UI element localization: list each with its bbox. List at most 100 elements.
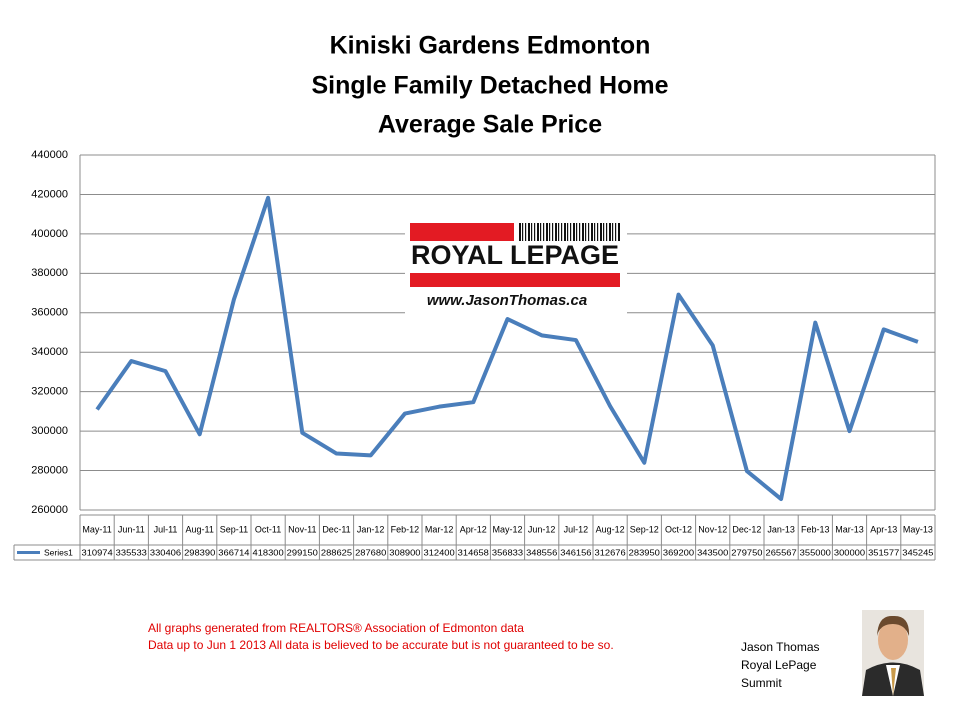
- x-tick-label: Feb-13: [801, 524, 830, 534]
- x-tick-label: May-12: [492, 524, 522, 534]
- table-value: 308900: [389, 547, 420, 557]
- logo: ROYAL LEPAGE www.JasonThomas.ca: [405, 218, 627, 318]
- chart-title: Kiniski Gardens Edmonton: [330, 32, 651, 60]
- barcode-line: [519, 223, 521, 241]
- logo-brand: ROYAL LEPAGE: [411, 240, 619, 270]
- barcode-line: [612, 223, 614, 241]
- table-value: 310974: [82, 547, 113, 557]
- barcode-line: [546, 223, 548, 241]
- table-value: 351577: [868, 547, 899, 557]
- table-value: 283950: [629, 547, 660, 557]
- x-tick-label: Aug-11: [186, 524, 214, 534]
- barcode-line: [537, 223, 539, 241]
- x-tick-label: Jan-12: [357, 524, 385, 534]
- logo-red-bar: [410, 223, 514, 241]
- photo: [862, 610, 924, 696]
- barcode-line: [525, 223, 527, 241]
- barcode-line: [594, 223, 596, 241]
- table-value: 298390: [184, 547, 215, 557]
- x-tick-label: Jan-13: [767, 524, 795, 534]
- x-tick-label: May-13: [903, 524, 933, 534]
- barcode-line: [618, 223, 620, 241]
- x-tick-label: Dec-11: [322, 524, 350, 534]
- table-value: 279750: [731, 547, 762, 557]
- barcode-line: [555, 223, 557, 241]
- x-tick-label: Apr-13: [870, 524, 897, 534]
- photo-face: [878, 620, 908, 660]
- y-tick-label: 300000: [31, 425, 68, 437]
- table-value: 330406: [150, 547, 181, 557]
- barcode-line: [582, 223, 584, 241]
- y-tick-label: 440000: [31, 149, 68, 161]
- x-tick-label: Jun-11: [118, 524, 145, 534]
- table-value: 369200: [663, 547, 694, 557]
- barcode-line: [597, 223, 599, 241]
- x-tick-label: Jul-11: [154, 524, 178, 534]
- table-value: 366714: [218, 547, 249, 557]
- table-value: 335533: [116, 547, 147, 557]
- barcode-line: [603, 223, 605, 241]
- signature: Jason Thomas: [741, 640, 820, 654]
- table-value: 356833: [492, 547, 523, 557]
- photo-hair: [877, 615, 910, 636]
- barcode-line: [534, 223, 536, 241]
- y-tick-label: 420000: [31, 188, 68, 200]
- logo-barcode: [519, 223, 620, 241]
- logo-red-bar: [410, 273, 620, 287]
- table-value: 312676: [595, 547, 626, 557]
- legend-label: Series1: [44, 547, 73, 557]
- barcode-line: [540, 223, 542, 241]
- barcode-line: [522, 223, 524, 241]
- barcode-line: [579, 223, 581, 241]
- barcode-line: [591, 223, 593, 241]
- table-value: 418300: [253, 547, 284, 557]
- series-line: [95, 195, 919, 502]
- table-value: 299150: [287, 547, 318, 557]
- x-tick-label: Nov-12: [698, 524, 727, 534]
- x-tick-label: Dec-12: [732, 524, 761, 534]
- logo-url: www.JasonThomas.ca: [427, 292, 587, 309]
- table-value: 346156: [560, 547, 591, 557]
- barcode-line: [615, 223, 617, 241]
- y-tick-label: 400000: [31, 228, 68, 240]
- barcode-line: [570, 223, 572, 241]
- y-tick-label: 380000: [31, 267, 68, 279]
- y-tick-label: 320000: [31, 386, 68, 398]
- y-tick-label: 260000: [31, 504, 68, 516]
- signature: Royal LePage: [741, 658, 817, 672]
- barcode-line: [564, 223, 566, 241]
- x-tick-label: May-11: [82, 524, 111, 534]
- x-tick-label: Jul-12: [564, 524, 589, 534]
- x-tick-label: Oct-12: [665, 524, 692, 534]
- x-tick-label: Nov-11: [288, 524, 316, 534]
- x-tick-label: Mar-13: [835, 524, 864, 534]
- table-value: 312400: [424, 547, 455, 557]
- barcode-line: [576, 223, 578, 241]
- barcode-line: [567, 223, 569, 241]
- barcode-line: [558, 223, 560, 241]
- note: Data up to Jun 1 2013 All data is believ…: [148, 638, 614, 652]
- signature: Summit: [741, 676, 782, 690]
- x-tick-label: Oct-11: [255, 524, 281, 534]
- barcode-line: [528, 223, 530, 241]
- barcode-line: [531, 223, 533, 241]
- chart-title: Single Family Detached Home: [311, 72, 668, 100]
- x-tick-label: Sep-12: [630, 524, 659, 534]
- barcode-line: [600, 223, 602, 241]
- table-value: 300000: [834, 547, 865, 557]
- barcode-line: [585, 223, 587, 241]
- x-tick-label: Feb-12: [391, 524, 420, 534]
- barcode-line: [552, 223, 554, 241]
- table-value: 288625: [321, 547, 352, 557]
- table-value: 343500: [697, 547, 728, 557]
- x-tick-label: Mar-12: [425, 524, 454, 534]
- x-tick-label: Apr-12: [460, 524, 487, 534]
- photo-tie: [891, 668, 896, 696]
- note: All graphs generated from REALTORS® Asso…: [148, 621, 524, 635]
- y-tick-label: 340000: [31, 346, 68, 358]
- y-tick-label: 280000: [31, 464, 68, 476]
- barcode-line: [561, 223, 563, 241]
- table-value: 345245: [902, 547, 933, 557]
